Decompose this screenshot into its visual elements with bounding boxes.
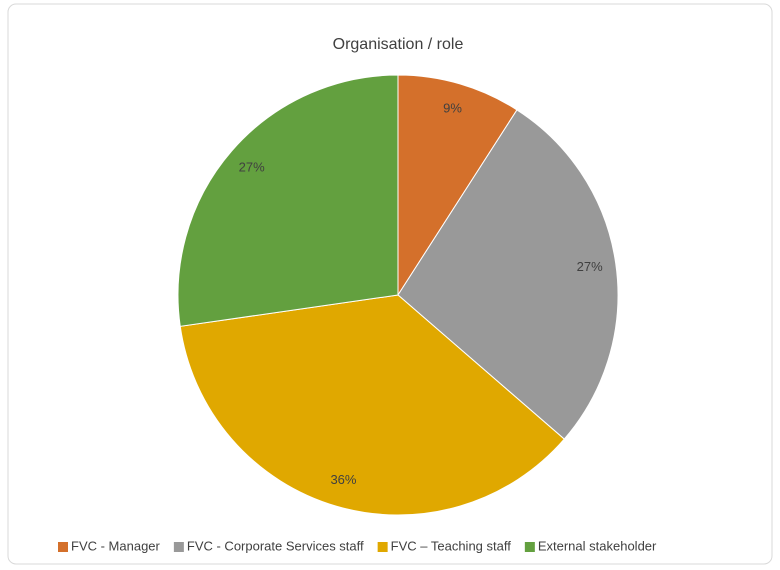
- chart-title: Organisation / role: [333, 36, 464, 53]
- legend-label: FVC – Teaching staff: [391, 538, 512, 553]
- data-label: 36%: [330, 472, 356, 487]
- pie-slice: [397, 109, 619, 440]
- legend-label: FVC - Corporate Services staff: [187, 538, 364, 553]
- legend-swatch: [173, 542, 184, 552]
- legend-swatch: [524, 542, 535, 552]
- pie-slice: [177, 74, 399, 327]
- pie-slice: [179, 294, 565, 516]
- legend-swatch: [377, 542, 388, 552]
- legend-swatch: [58, 542, 68, 552]
- legend-label: FVC - Manager: [71, 538, 161, 553]
- data-label: 9%: [443, 101, 462, 116]
- data-label: 27%: [577, 259, 603, 274]
- legend-label: External stakeholder: [538, 538, 657, 553]
- data-label: 27%: [239, 160, 265, 175]
- pie-slice: [397, 74, 518, 297]
